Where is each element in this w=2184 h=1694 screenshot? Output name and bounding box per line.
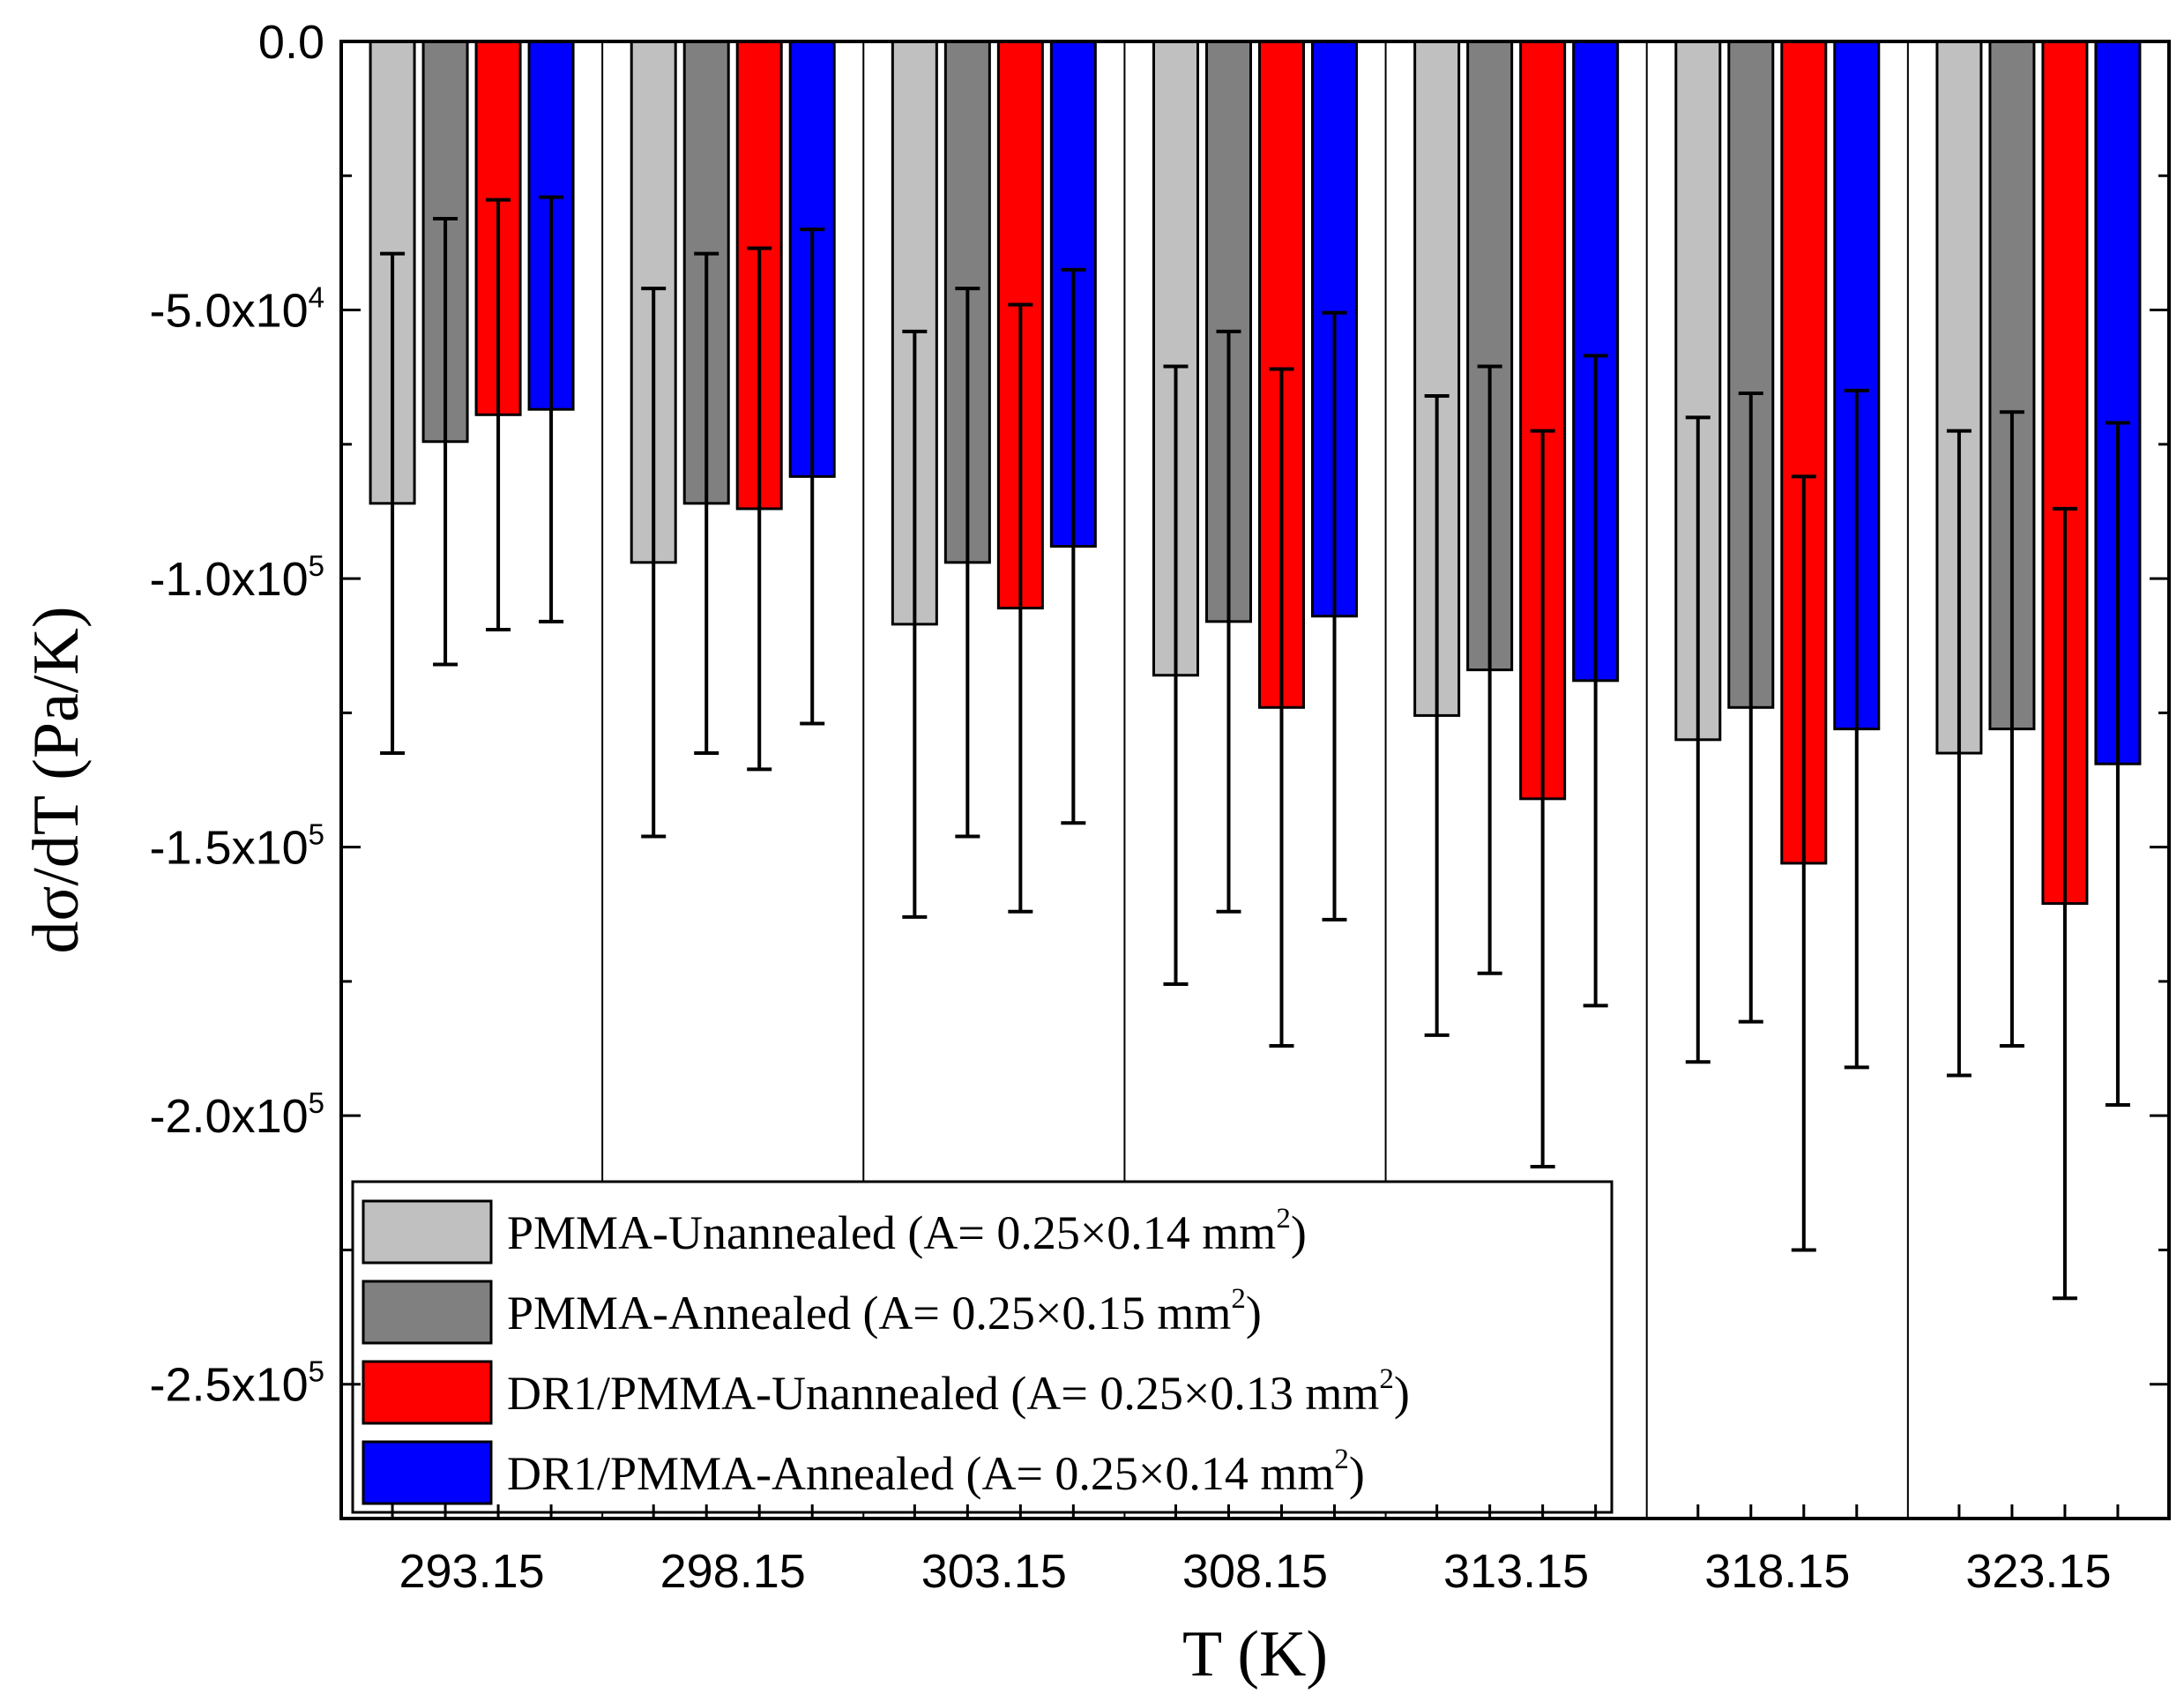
error-bar <box>539 195 564 623</box>
error-bar <box>747 246 772 772</box>
x-tick-label: 308.15 <box>1182 1545 1328 1598</box>
error-bar <box>1999 410 2024 1048</box>
error-bar <box>1061 267 1086 825</box>
x-tick-label: 323.15 <box>1965 1545 2111 1598</box>
error-bar <box>2105 421 2130 1107</box>
legend-swatch <box>362 1199 493 1265</box>
error-bar <box>1008 302 1033 914</box>
legend-label: PMMA-Annealed (A= 0.25×0.15 mm2) <box>507 1283 1262 1340</box>
y-tick-label: 0.0 <box>258 16 324 69</box>
error-bar <box>1738 391 1763 1024</box>
legend-box <box>351 1180 1614 1514</box>
error-bar <box>1583 354 1608 1008</box>
y-tick-label: -2.5x105 <box>150 1355 324 1412</box>
error-bar <box>1844 388 1869 1070</box>
y-tick-label: -2.0x105 <box>150 1086 324 1143</box>
x-axis-title: T (K) <box>1182 1618 1328 1690</box>
error-bar <box>955 287 980 839</box>
error-bar <box>1269 367 1294 1048</box>
y-axis-title: dσ/dT (Pa/K) <box>20 606 93 953</box>
y-tick-label: -1.5x105 <box>150 818 324 875</box>
legend-label: DR1/PMMA-Annealed (A= 0.25×0.14 mm2) <box>507 1444 1365 1500</box>
error-bar <box>902 329 928 919</box>
y-tick-label: -5.0x104 <box>150 281 324 338</box>
bar-pmma-annealed-318-15 <box>1727 40 1775 709</box>
error-bar <box>486 198 511 631</box>
error-bar <box>1946 429 1972 1078</box>
x-tick-label: 303.15 <box>921 1545 1067 1598</box>
error-bar <box>1791 474 1816 1252</box>
legend-swatch <box>362 1440 493 1505</box>
legend-swatch <box>362 1360 493 1425</box>
error-bar <box>2052 506 2077 1301</box>
error-bar <box>380 251 406 756</box>
error-bar <box>1477 364 1502 975</box>
error-bar <box>1685 415 1711 1064</box>
error-bar <box>1216 329 1241 914</box>
error-bar <box>1163 364 1189 986</box>
group-separators <box>601 41 1909 1519</box>
legend-label: PMMA-Unannealed (A= 0.25×0.14 mm2) <box>507 1203 1307 1259</box>
legend-label: DR1/PMMA-Unannealed (A= 0.25×0.13 mm2) <box>507 1363 1410 1420</box>
error-bar <box>800 228 825 726</box>
error-bars <box>380 195 2130 1301</box>
x-tick-label: 313.15 <box>1443 1545 1589 1598</box>
x-tick-label: 293.15 <box>399 1545 544 1598</box>
error-bar <box>433 217 458 667</box>
x-tick-label: 318.15 <box>1704 1545 1850 1598</box>
error-bar <box>641 287 667 839</box>
legend: PMMA-Unannealed (A= 0.25×0.14 mm2) PMMA-A… <box>351 1180 1614 1514</box>
axes: 293.15 298.15 303.15 308.15 313.15 318.15 323.… <box>150 16 2169 1598</box>
plot-frame <box>339 40 2171 1520</box>
x-tick-label: 298.15 <box>660 1545 806 1598</box>
error-bar <box>694 251 719 756</box>
error-bar <box>1424 394 1450 1037</box>
legend-swatch <box>362 1280 493 1345</box>
error-bar <box>1322 310 1347 922</box>
error-bar <box>1530 429 1555 1169</box>
y-tick-label: -1.0x105 <box>150 549 324 606</box>
